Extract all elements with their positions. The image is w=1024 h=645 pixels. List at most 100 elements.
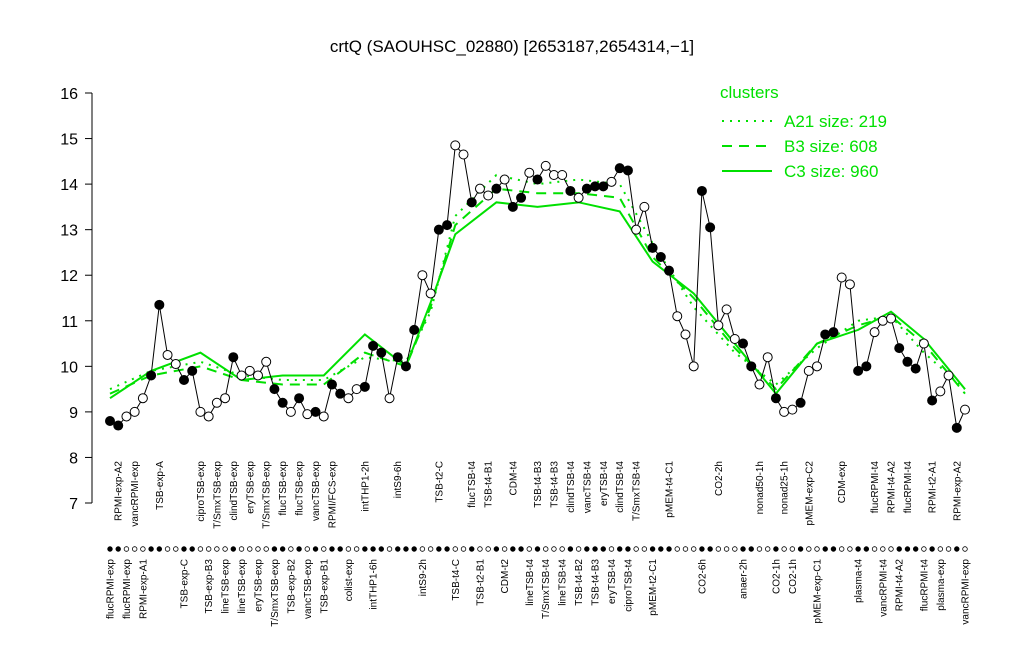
data-point	[261, 356, 272, 367]
x-tick-label: clindTSB-exp	[229, 461, 240, 521]
sample-dot	[937, 546, 944, 552]
sample-dot	[904, 546, 911, 552]
sample-dot	[312, 546, 319, 552]
x-tick-label: clindTSB-t4	[615, 461, 626, 513]
sample-dot	[658, 546, 664, 552]
sample-dot	[806, 546, 812, 552]
sample-dot	[156, 546, 163, 552]
data-point	[187, 365, 198, 376]
data-point	[869, 327, 880, 338]
data-point	[252, 370, 263, 381]
sample-dot	[444, 546, 450, 552]
data-point	[400, 361, 411, 372]
x-tick-label: TSB-exp-C	[179, 559, 190, 608]
data-point	[828, 327, 839, 338]
x-tick-label: CDM-exp	[837, 461, 848, 504]
sample-dot	[838, 546, 845, 552]
sample-dot	[181, 546, 187, 552]
data-point	[121, 411, 132, 422]
data-point	[384, 393, 395, 404]
x-tick-label: TSB-exp-B2	[286, 559, 297, 614]
sample-dot	[797, 546, 804, 552]
sample-dot	[164, 546, 171, 552]
data-point	[565, 185, 576, 196]
x-tick-label: eryTSB-exp	[245, 461, 256, 514]
sample-dot	[748, 546, 754, 552]
data-point	[795, 397, 806, 408]
x-tick-label: flucRPMI-t4	[919, 559, 930, 612]
data-point	[211, 397, 222, 408]
data-point	[779, 406, 790, 417]
data-point	[442, 220, 453, 231]
sample-dot	[699, 546, 705, 552]
sample-dot	[912, 546, 919, 552]
x-tick-label: TSB-exp-B1	[319, 559, 330, 614]
data-point	[285, 406, 296, 417]
x-tick-label: CDM-t2	[500, 559, 511, 594]
data-point	[105, 416, 115, 426]
data-point	[557, 170, 568, 180]
data-point	[326, 379, 337, 390]
sample-dot	[666, 546, 672, 552]
data-point	[302, 409, 313, 420]
sample-dot	[781, 546, 787, 552]
sample-dot	[608, 546, 615, 552]
data-point	[540, 160, 551, 171]
legend-title: clusters	[720, 83, 779, 102]
sample-dot	[789, 546, 796, 552]
x-tick-label: lineTSB-t4	[558, 559, 569, 606]
data-point	[228, 352, 239, 363]
data-point	[853, 365, 864, 376]
sample-dot	[625, 546, 631, 552]
data-point	[886, 313, 897, 324]
x-tick-label: clindTSB-t4	[566, 461, 577, 513]
data-point	[910, 363, 921, 374]
x-tick-label: CO2-1h	[788, 559, 799, 594]
sample-dot	[222, 546, 228, 552]
sample-dot	[954, 546, 960, 552]
sample-dot	[814, 546, 820, 552]
x-tick-label: RPMI/FCS-exp	[327, 461, 338, 529]
sample-dot	[633, 546, 639, 552]
x-tick-label: lineTSB-t4	[525, 559, 536, 606]
sample-dot	[674, 546, 680, 552]
x-tick-label: flucRPMI-t4	[870, 461, 881, 514]
data-point	[335, 388, 346, 399]
sample-dot	[255, 546, 261, 552]
sample-dot	[600, 546, 606, 552]
x-tick-label: flucTSB-exp	[295, 461, 306, 516]
data-point	[146, 370, 157, 381]
sample-dot	[575, 546, 582, 552]
sample-dot	[707, 546, 713, 552]
sample-dot	[205, 546, 212, 552]
sample-dot	[526, 546, 532, 552]
data-point	[491, 183, 502, 194]
sample-dot	[460, 546, 467, 552]
sample-dot	[485, 546, 491, 552]
data-point	[639, 201, 650, 212]
data-point	[137, 393, 148, 404]
sample-dot	[452, 546, 458, 552]
x-tick-label: T/SmxTSB-exp	[212, 461, 223, 529]
x-tick-label: TSB-t4-B1	[484, 461, 495, 508]
data-point	[129, 406, 140, 417]
sample-dot	[403, 546, 409, 552]
sample-dot	[518, 546, 524, 552]
sample-dot	[263, 546, 269, 552]
x-tick-label: intTHP1-2h	[360, 461, 371, 512]
data-point	[433, 224, 444, 235]
x-tick-label: flucRPMI-exp	[122, 559, 133, 619]
data-point	[376, 347, 387, 358]
data-point	[277, 397, 288, 408]
sample-dot	[649, 546, 656, 552]
sample-dot	[962, 546, 968, 552]
x-tick-label: RPMI-exp-A2	[952, 461, 963, 521]
data-point	[170, 359, 181, 370]
data-point	[738, 338, 749, 349]
data-point	[803, 365, 814, 376]
data-point	[729, 334, 740, 344]
legend-label: A21 size: 219	[784, 112, 887, 131]
sample-dot	[945, 546, 952, 552]
data-point	[154, 299, 165, 310]
data-point	[359, 381, 370, 392]
